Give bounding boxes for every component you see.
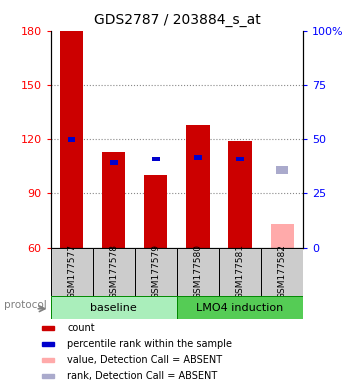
- Bar: [194, 155, 202, 160]
- Bar: [51, 248, 93, 296]
- Bar: [42, 326, 54, 330]
- Bar: [93, 248, 135, 296]
- Bar: [277, 166, 288, 174]
- Text: GSM177579: GSM177579: [151, 244, 160, 299]
- Text: baseline: baseline: [90, 303, 137, 313]
- Text: percentile rank within the sample: percentile rank within the sample: [67, 339, 232, 349]
- Text: GSM177580: GSM177580: [193, 244, 203, 299]
- Text: GSM177582: GSM177582: [278, 244, 287, 299]
- Bar: [177, 248, 219, 296]
- Title: GDS2787 / 203884_s_at: GDS2787 / 203884_s_at: [93, 13, 260, 27]
- Text: GSM177581: GSM177581: [236, 244, 244, 299]
- Text: protocol: protocol: [4, 300, 47, 310]
- Text: count: count: [67, 323, 95, 333]
- Bar: [42, 374, 54, 378]
- Bar: [68, 137, 75, 142]
- Text: LMO4 induction: LMO4 induction: [196, 303, 284, 313]
- Bar: [229, 141, 252, 248]
- Text: GSM177578: GSM177578: [109, 244, 118, 299]
- Bar: [60, 31, 83, 248]
- Bar: [271, 224, 294, 248]
- Text: GSM177577: GSM177577: [67, 244, 76, 299]
- Bar: [110, 160, 117, 165]
- Bar: [186, 125, 209, 248]
- Text: rank, Detection Call = ABSENT: rank, Detection Call = ABSENT: [67, 371, 217, 381]
- Bar: [219, 248, 261, 296]
- Bar: [177, 296, 303, 319]
- Bar: [236, 157, 244, 162]
- Bar: [135, 248, 177, 296]
- Bar: [51, 296, 177, 319]
- Bar: [152, 157, 160, 162]
- Bar: [42, 342, 54, 346]
- Bar: [102, 152, 125, 248]
- Bar: [144, 175, 168, 248]
- Bar: [261, 248, 303, 296]
- Text: value, Detection Call = ABSENT: value, Detection Call = ABSENT: [67, 355, 222, 365]
- Bar: [42, 358, 54, 362]
